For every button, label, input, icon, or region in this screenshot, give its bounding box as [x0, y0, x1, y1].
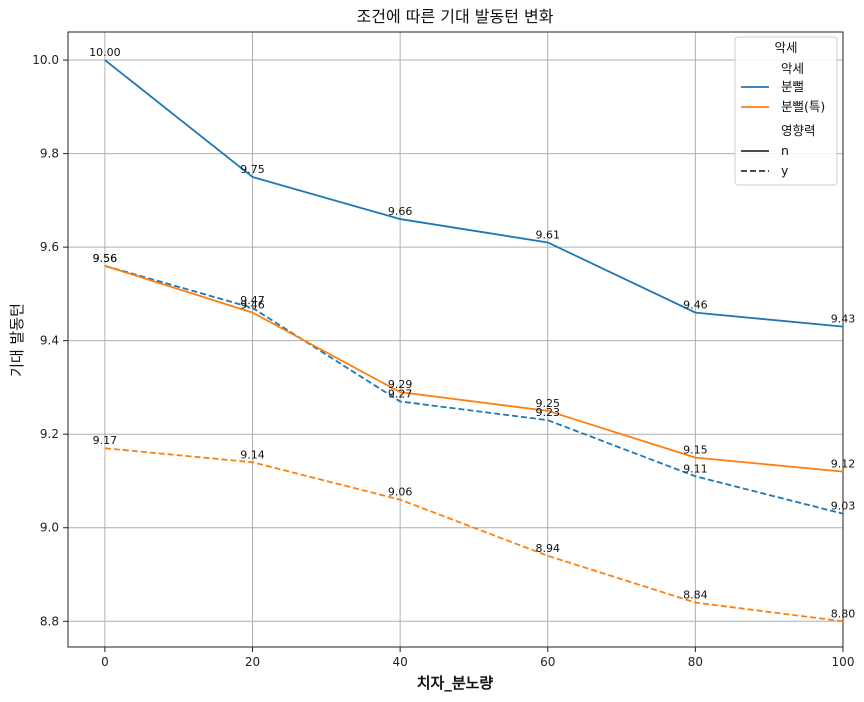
- data-label: 9.46: [683, 299, 708, 312]
- y-tick-label: 9.2: [40, 427, 59, 441]
- data-labels: 10.009.759.669.619.469.439.569.479.279.2…: [89, 46, 855, 620]
- data-label: 9.03: [831, 500, 856, 513]
- data-label: 9.23: [536, 406, 561, 419]
- data-label: 9.06: [388, 486, 413, 499]
- legend-entry: y: [781, 163, 789, 178]
- data-label: 8.84: [683, 589, 708, 602]
- data-label: 9.11: [683, 462, 708, 475]
- x-axis-title: 치자_분노량: [417, 674, 494, 692]
- legend-hue-title: 악세: [781, 61, 804, 76]
- y-tick-label: 10.0: [32, 53, 59, 67]
- data-label: 9.27: [388, 387, 413, 400]
- data-label: 8.94: [536, 542, 561, 555]
- y-tick-label: 9.8: [40, 147, 59, 161]
- data-label: 9.25: [536, 397, 561, 410]
- x-tick-label: 60: [540, 655, 555, 669]
- legend-entry: 분뻘(특): [781, 99, 825, 114]
- chart-title: 조건에 따른 기대 발동턴 변화: [357, 7, 554, 26]
- data-label: 9.43: [831, 313, 856, 326]
- x-axis: 0 20 40 60 80 100: [101, 647, 854, 669]
- legend-entry: 분뻘: [781, 79, 804, 94]
- data-label: 9.47: [240, 294, 265, 307]
- x-tick-label: 0: [101, 655, 109, 669]
- series-lines: [104, 59, 844, 623]
- data-label: 9.56: [93, 252, 118, 265]
- series-line-1: [104, 59, 844, 328]
- data-label: 9.14: [240, 448, 265, 461]
- y-tick-label: 9.0: [40, 521, 59, 535]
- data-label: 8.80: [831, 607, 856, 620]
- plot-area-frame: [67, 31, 844, 648]
- series-line-4: [104, 447, 844, 623]
- data-label: 9.12: [831, 458, 856, 471]
- legend-box: [734, 36, 838, 186]
- data-label: 9.17: [93, 434, 118, 447]
- y-axis-title: 기대 발동턴: [8, 303, 26, 377]
- data-label: 9.29: [388, 378, 413, 391]
- y-axis: 8.8 9.0 9.2 9.4 9.6 9.8 10.0: [32, 53, 68, 628]
- x-tick-label: 80: [688, 655, 703, 669]
- data-label: 9.75: [240, 163, 265, 176]
- data-label: 9.56: [93, 252, 118, 265]
- legend-title: 악세: [774, 40, 797, 55]
- legend-style-title: 영향력: [781, 123, 816, 138]
- x-tick-label: 100: [832, 655, 855, 669]
- y-tick-label: 8.8: [40, 614, 59, 628]
- grid: [68, 32, 844, 647]
- series-line-2: [104, 264, 844, 515]
- data-label: 9.61: [536, 228, 561, 241]
- y-tick-label: 9.6: [40, 240, 59, 254]
- data-label: 9.66: [388, 205, 413, 218]
- y-tick-label: 9.4: [40, 334, 59, 348]
- data-label: 10.00: [89, 46, 121, 59]
- data-label: 9.15: [683, 444, 708, 457]
- series-line-3: [104, 264, 844, 473]
- x-tick-label: 40: [393, 655, 408, 669]
- legend-entry: n: [781, 143, 789, 158]
- x-tick-label: 20: [245, 655, 260, 669]
- data-label: 9.46: [240, 299, 265, 312]
